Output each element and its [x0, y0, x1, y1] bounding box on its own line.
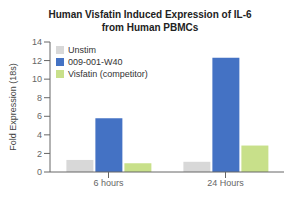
svg-text:4: 4 [37, 130, 42, 140]
html-text:from Human PBMCs: from Human PBMCs [101, 22, 199, 33]
html-text:Visfatin (competitor): Visfatin (competitor) [68, 69, 148, 79]
html-text:Unstim: Unstim [68, 45, 96, 55]
svg-text:12: 12 [32, 56, 42, 66]
svg-text:24 Hours: 24 Hours [207, 178, 244, 188]
svg-text:6: 6 [37, 111, 42, 121]
svg-text:6 hours: 6 hours [93, 178, 124, 188]
svg-text:14: 14 [32, 37, 42, 47]
svg-text:0: 0 [37, 167, 42, 177]
svg-text:10: 10 [32, 74, 42, 84]
svg-text:Fold Expression (18s): Fold Expression (18s) [8, 63, 18, 151]
svg-text:2: 2 [37, 149, 42, 159]
html-text:Human Visfatin Induced Express: Human Visfatin Induced Expression of IL-… [48, 9, 252, 20]
svg-text:8: 8 [37, 93, 42, 103]
html-text:009-001-W40: 009-001-W40 [68, 57, 123, 67]
